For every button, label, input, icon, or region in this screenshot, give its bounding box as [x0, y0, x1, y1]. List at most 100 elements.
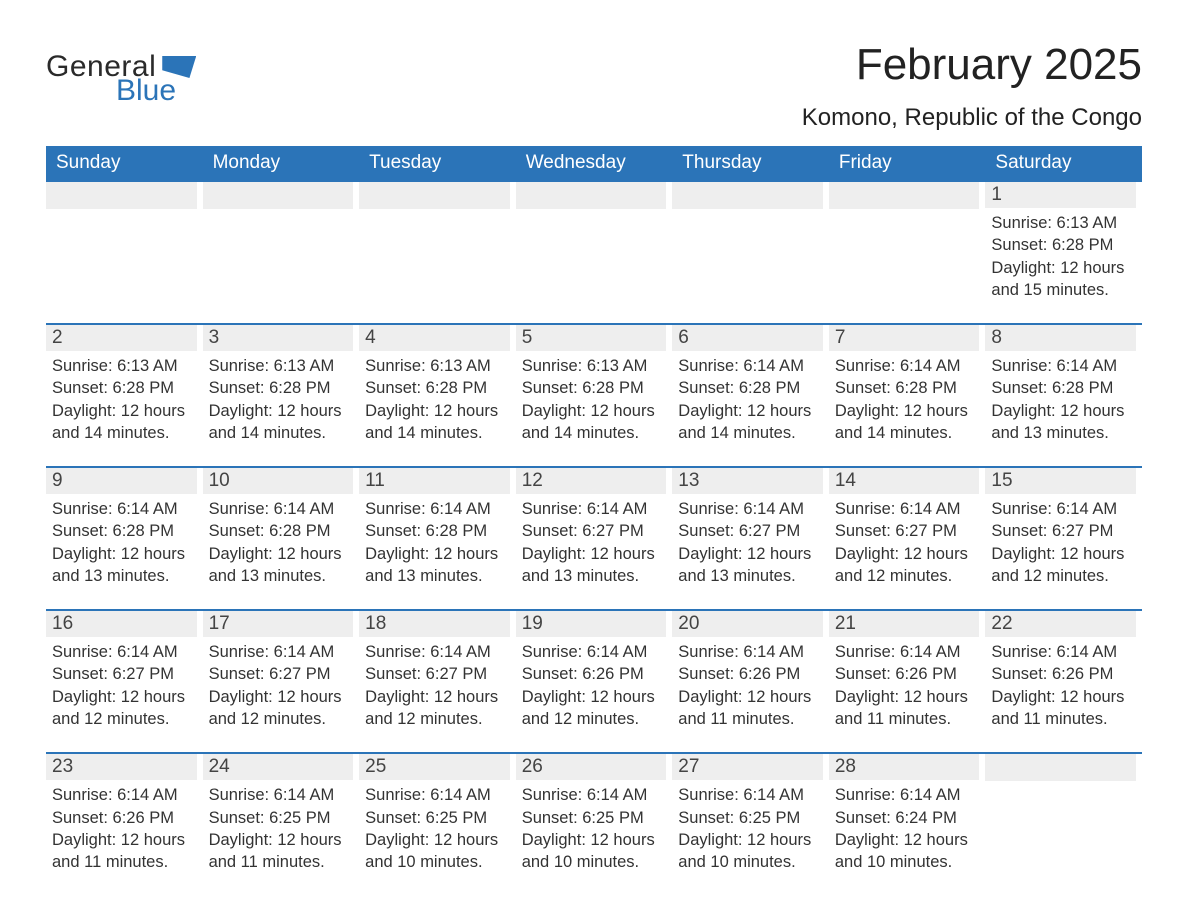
- sunset-line: Sunset: 6:26 PM: [52, 807, 195, 829]
- day-content: Sunrise: 6:14 AMSunset: 6:25 PMDaylight:…: [672, 780, 823, 875]
- daylight-line: Daylight: 12 hours and 14 minutes.: [209, 400, 352, 445]
- sunset-line: Sunset: 6:28 PM: [522, 377, 665, 399]
- calendar-day-cell: 8 Sunrise: 6:14 AMSunset: 6:28 PMDaylight…: [985, 325, 1142, 446]
- daylight-line: Daylight: 12 hours and 12 minutes.: [52, 686, 195, 731]
- calendar-grid: Sunday Monday Tuesday Wednesday Thursday…: [46, 146, 1142, 875]
- day-number: 17: [203, 611, 354, 637]
- calendar-day-cell: 12Sunrise: 6:14 AMSunset: 6:27 PMDayligh…: [516, 468, 673, 589]
- calendar-day-cell: 4Sunrise: 6:13 AMSunset: 6:28 PMDaylight…: [359, 325, 516, 446]
- day-content: Sunrise: 6:14 AMSunset: 6:28 PMDaylight:…: [203, 494, 354, 589]
- calendar-day-cell: 26Sunrise: 6:14 AMSunset: 6:25 PMDayligh…: [516, 754, 673, 875]
- calendar-day-cell: 5Sunrise: 6:13 AMSunset: 6:28 PMDaylight…: [516, 325, 673, 446]
- daylight-line: Daylight: 12 hours and 11 minutes.: [991, 686, 1134, 731]
- day-content: Sunrise: 6:14 AMSunset: 6:26 PMDaylight:…: [516, 637, 667, 732]
- sunset-line: Sunset: 6:27 PM: [678, 520, 821, 542]
- calendar-week: 2Sunrise: 6:13 AMSunset: 6:28 PMDaylight…: [46, 323, 1142, 446]
- calendar-day-cell: 13Sunrise: 6:14 AMSunset: 6:27 PMDayligh…: [672, 468, 829, 589]
- sunrise-line: Sunrise: 6:13 AM: [209, 355, 352, 377]
- calendar-day-cell: [985, 754, 1142, 875]
- daylight-line: Daylight: 12 hours and 11 minutes.: [835, 686, 978, 731]
- sunrise-line: Sunrise: 6:14 AM: [365, 784, 508, 806]
- daylight-line: Daylight: 12 hours and 13 minutes.: [991, 400, 1134, 445]
- day-number: 19: [516, 611, 667, 637]
- day-number: 25: [359, 754, 510, 780]
- calendar-day-cell: [359, 182, 516, 303]
- sunrise-line: Sunrise: 6:14 AM: [678, 355, 821, 377]
- calendar-day-cell: 28Sunrise: 6:14 AMSunset: 6:24 PMDayligh…: [829, 754, 986, 875]
- sunset-line: Sunset: 6:25 PM: [209, 807, 352, 829]
- sunset-line: Sunset: 6:26 PM: [991, 663, 1134, 685]
- calendar-day-cell: [516, 182, 673, 303]
- day-number: 10: [203, 468, 354, 494]
- calendar-day-cell: 7Sunrise: 6:14 AMSunset: 6:28 PMDaylight…: [829, 325, 986, 446]
- sunrise-line: Sunrise: 6:13 AM: [365, 355, 508, 377]
- sunrise-line: Sunrise: 6:14 AM: [209, 784, 352, 806]
- day-content: Sunrise: 6:14 AMSunset: 6:27 PMDaylight:…: [516, 494, 667, 589]
- day-number: 7: [829, 325, 980, 351]
- daylight-line: Daylight: 12 hours and 12 minutes.: [365, 686, 508, 731]
- daylight-line: Daylight: 12 hours and 10 minutes.: [835, 829, 978, 874]
- day-number: 22: [985, 611, 1136, 637]
- day-number: 24: [203, 754, 354, 780]
- calendar-day-cell: 11Sunrise: 6:14 AMSunset: 6:28 PMDayligh…: [359, 468, 516, 589]
- day-content: Sunrise: 6:14 AMSunset: 6:27 PMDaylight:…: [359, 637, 510, 732]
- calendar-day-cell: 3Sunrise: 6:13 AMSunset: 6:28 PMDaylight…: [203, 325, 360, 446]
- weekday-header-row: Sunday Monday Tuesday Wednesday Thursday…: [46, 146, 1142, 182]
- calendar-day-cell: 10Sunrise: 6:14 AMSunset: 6:28 PMDayligh…: [203, 468, 360, 589]
- day-number: 18: [359, 611, 510, 637]
- calendar-week: 1Sunrise: 6:13 AMSunset: 6:28 PMDaylight…: [46, 182, 1142, 303]
- sunset-line: Sunset: 6:28 PM: [991, 377, 1134, 399]
- day-number: 28: [829, 754, 980, 780]
- sunset-line: Sunset: 6:26 PM: [835, 663, 978, 685]
- day-content: Sunrise: 6:14 AMSunset: 6:28 PMDaylight:…: [46, 494, 197, 589]
- day-content: Sunrise: 6:14 AMSunset: 6:24 PMDaylight:…: [829, 780, 980, 875]
- day-number: [829, 182, 980, 209]
- sunrise-line: Sunrise: 6:14 AM: [52, 641, 195, 663]
- calendar-day-cell: [46, 182, 203, 303]
- calendar-day-cell: 25Sunrise: 6:14 AMSunset: 6:25 PMDayligh…: [359, 754, 516, 875]
- sunrise-line: Sunrise: 6:14 AM: [991, 641, 1134, 663]
- sunset-line: Sunset: 6:28 PM: [678, 377, 821, 399]
- sunset-line: Sunset: 6:25 PM: [522, 807, 665, 829]
- weekday-header-cell: Saturday: [985, 146, 1142, 182]
- weekday-header-cell: Friday: [829, 146, 986, 182]
- day-number: 26: [516, 754, 667, 780]
- calendar-day-cell: 18Sunrise: 6:14 AMSunset: 6:27 PMDayligh…: [359, 611, 516, 732]
- sunset-line: Sunset: 6:28 PM: [52, 520, 195, 542]
- calendar-day-cell: [829, 182, 986, 303]
- sunset-line: Sunset: 6:28 PM: [835, 377, 978, 399]
- calendar-day-cell: 24Sunrise: 6:14 AMSunset: 6:25 PMDayligh…: [203, 754, 360, 875]
- sunset-line: Sunset: 6:27 PM: [52, 663, 195, 685]
- day-number: 2: [46, 325, 197, 351]
- day-number: 13: [672, 468, 823, 494]
- location-subtitle: Komono, Republic of the Congo: [802, 104, 1142, 132]
- day-number: 3: [203, 325, 354, 351]
- day-number: 4: [359, 325, 510, 351]
- day-content: Sunrise: 6:14 AMSunset: 6:28 PMDaylight:…: [672, 351, 823, 446]
- sunrise-line: Sunrise: 6:14 AM: [991, 355, 1134, 377]
- calendar-day-cell: 17Sunrise: 6:14 AMSunset: 6:27 PMDayligh…: [203, 611, 360, 732]
- brand-logo: General Blue: [46, 52, 196, 106]
- sunrise-line: Sunrise: 6:14 AM: [678, 498, 821, 520]
- daylight-line: Daylight: 12 hours and 14 minutes.: [522, 400, 665, 445]
- day-content: Sunrise: 6:14 AMSunset: 6:27 PMDaylight:…: [829, 494, 980, 589]
- daylight-line: Daylight: 12 hours and 12 minutes.: [991, 543, 1134, 588]
- daylight-line: Daylight: 12 hours and 13 minutes.: [52, 543, 195, 588]
- calendar-week: 23Sunrise: 6:14 AMSunset: 6:26 PMDayligh…: [46, 752, 1142, 875]
- day-content: Sunrise: 6:13 AMSunset: 6:28 PMDaylight:…: [359, 351, 510, 446]
- day-number: 16: [46, 611, 197, 637]
- day-content: Sunrise: 6:14 AMSunset: 6:27 PMDaylight:…: [46, 637, 197, 732]
- calendar-day-cell: 20Sunrise: 6:14 AMSunset: 6:26 PMDayligh…: [672, 611, 829, 732]
- day-content: Sunrise: 6:14 AMSunset: 6:26 PMDaylight:…: [46, 780, 197, 875]
- day-number: [46, 182, 197, 209]
- daylight-line: Daylight: 12 hours and 11 minutes.: [52, 829, 195, 874]
- calendar-day-cell: 15Sunrise: 6:14 AMSunset: 6:27 PMDayligh…: [985, 468, 1142, 589]
- daylight-line: Daylight: 12 hours and 14 minutes.: [678, 400, 821, 445]
- calendar-day-cell: 23Sunrise: 6:14 AMSunset: 6:26 PMDayligh…: [46, 754, 203, 875]
- day-number: 8: [985, 325, 1136, 351]
- sunset-line: Sunset: 6:25 PM: [365, 807, 508, 829]
- day-content: Sunrise: 6:14 AMSunset: 6:28 PMDaylight:…: [829, 351, 980, 446]
- day-number: 5: [516, 325, 667, 351]
- day-content: [829, 209, 980, 215]
- sunrise-line: Sunrise: 6:14 AM: [365, 498, 508, 520]
